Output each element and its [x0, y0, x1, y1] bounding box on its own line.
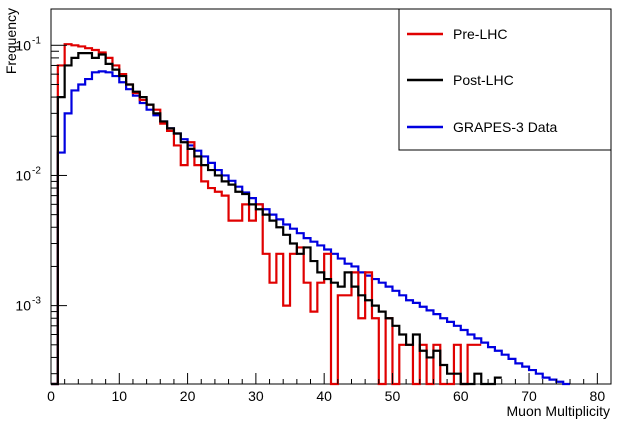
x-tick-label: 20 [180, 388, 196, 404]
y-tick-exponent: -1 [32, 35, 41, 46]
x-tick-label: 40 [316, 388, 332, 404]
x-tick-label: 80 [590, 388, 606, 404]
x-tick-label: 70 [521, 388, 537, 404]
y-tick-exponent: -3 [32, 296, 41, 307]
y-tick-label: 10 [15, 298, 31, 314]
y-tick-exponent: -2 [32, 165, 41, 176]
legend-label-post-lhc: Post-LHC [453, 72, 514, 88]
y-tick-label: 10 [15, 37, 31, 53]
y-axis-label: Frequency [3, 8, 19, 74]
legend-label-pre-lhc: Pre-LHC [453, 26, 507, 42]
x-tick-label: 30 [248, 388, 264, 404]
x-tick-label: 10 [112, 388, 128, 404]
x-tick-label: 60 [453, 388, 469, 404]
x-axis-label: Muon Multiplicity [507, 403, 610, 419]
series-layer [51, 43, 571, 386]
x-tick-label: 0 [47, 388, 55, 404]
legend: Pre-LHC Post-LHC GRAPES-3 Data [398, 8, 612, 151]
legend-label-grapes3: GRAPES-3 Data [453, 119, 557, 135]
y-tick-label: 10 [15, 167, 31, 183]
x-tick-label: 50 [385, 388, 401, 404]
series-line-post-lhc [51, 52, 502, 386]
